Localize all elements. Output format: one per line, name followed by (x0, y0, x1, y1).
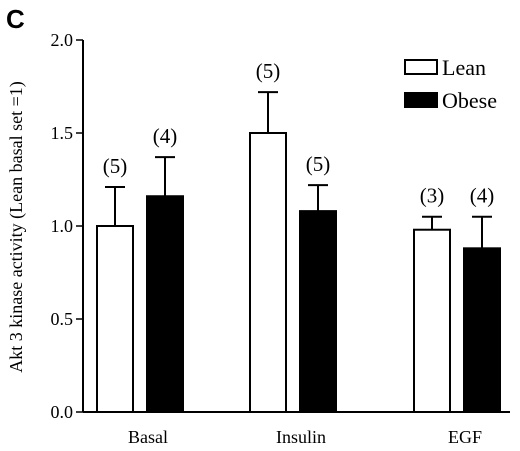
x-category-label: Insulin (276, 427, 326, 447)
y-tick-label: 1.0 (51, 216, 74, 236)
bar-obese (299, 210, 337, 413)
bar-obese (463, 247, 501, 413)
y-tick-label: 0.5 (51, 309, 74, 329)
bar-lean (96, 225, 134, 413)
bar-obese (146, 195, 184, 413)
sample-size-label: (5) (103, 154, 128, 178)
y-tick-label: 2.0 (51, 30, 74, 50)
bars: (5) (5) (3) (4) (5) (4) (96, 59, 501, 413)
sample-size-label: (4) (470, 184, 495, 208)
legend-label-lean: Lean (442, 55, 486, 80)
sample-size-label: (3) (420, 184, 445, 208)
sample-size-label: (5) (256, 59, 281, 83)
y-axis-label: Akt 3 kinase activity (Lean basal set =1… (6, 81, 27, 373)
legend-label-obese: Obese (442, 88, 497, 113)
sample-size-label: (5) (306, 152, 331, 176)
x-category-label: EGF (448, 427, 482, 447)
bar-lean (413, 228, 451, 413)
legend-swatch-lean (404, 59, 438, 75)
y-tick-label: 0.0 (51, 402, 74, 422)
x-category-label: Basal (128, 427, 168, 447)
bar-lean (249, 132, 287, 413)
panel-label: C (6, 4, 25, 34)
sample-size-label: (4) (153, 124, 178, 148)
y-tick-label: 1.5 (51, 123, 74, 143)
legend: Lean Obese (404, 55, 497, 113)
legend-swatch-obese (404, 92, 438, 108)
